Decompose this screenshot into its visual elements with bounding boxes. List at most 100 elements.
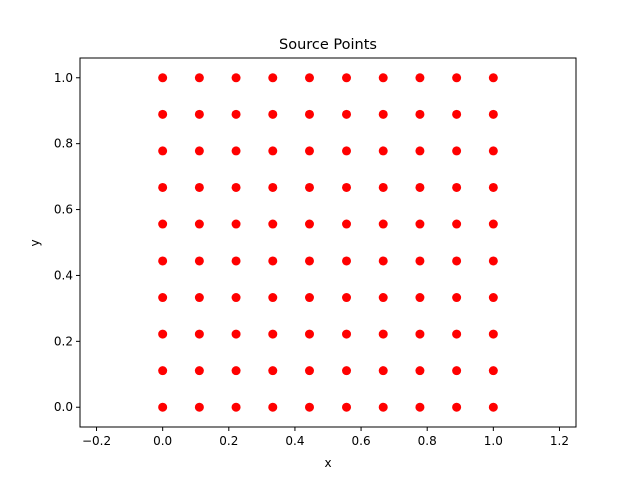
scatter-point [342, 329, 352, 339]
x-tick-label: 1.2 [550, 434, 569, 448]
scatter-point [342, 293, 352, 303]
scatter-point [378, 256, 388, 266]
scatter-point [268, 256, 278, 266]
x-tick-label: 0.0 [153, 434, 172, 448]
scatter-point [304, 293, 314, 303]
scatter-point [415, 402, 425, 412]
scatter-point [268, 329, 278, 339]
scatter-point [231, 402, 241, 412]
scatter-point [415, 73, 425, 83]
scatter-point [342, 146, 352, 156]
scatter-point [231, 219, 241, 229]
scatter-point [231, 182, 241, 192]
scatter-point [488, 293, 498, 303]
scatter-point [342, 402, 352, 412]
x-tick-label: 1.0 [484, 434, 503, 448]
scatter-point [415, 109, 425, 119]
scatter-point [158, 109, 168, 119]
x-tick-label: −0.2 [82, 434, 111, 448]
scatter-point [194, 366, 204, 376]
scatter-point [415, 329, 425, 339]
scatter-point [378, 146, 388, 156]
chart-title: Source Points [279, 37, 377, 53]
y-tick-label: 0.8 [54, 137, 73, 151]
scatter-points [158, 73, 498, 412]
scatter-point [452, 146, 462, 156]
y-axis: 0.0 0.2 0.4 0.6 0.8 1.0 [54, 71, 80, 414]
scatter-point [158, 219, 168, 229]
scatter-point [342, 73, 352, 83]
scatter-point [231, 73, 241, 83]
scatter-point [415, 293, 425, 303]
scatter-point [158, 402, 168, 412]
scatter-point [194, 109, 204, 119]
scatter-point [268, 73, 278, 83]
scatter-point [415, 366, 425, 376]
y-tick-label: 0.2 [54, 334, 73, 348]
scatter-point [488, 182, 498, 192]
scatter-point [342, 109, 352, 119]
scatter-point [158, 182, 168, 192]
x-tick-label: 0.4 [285, 434, 304, 448]
scatter-point [452, 219, 462, 229]
scatter-point [304, 219, 314, 229]
scatter-point [231, 293, 241, 303]
scatter-point [378, 109, 388, 119]
scatter-point [452, 366, 462, 376]
scatter-point [304, 256, 314, 266]
scatter-point [158, 73, 168, 83]
scatter-point [342, 219, 352, 229]
scatter-point [488, 256, 498, 266]
y-tick-label: 0.6 [54, 203, 73, 217]
scatter-point [488, 146, 498, 156]
scatter-point [342, 182, 352, 192]
scatter-point [231, 366, 241, 376]
scatter-point [194, 219, 204, 229]
scatter-point [304, 109, 314, 119]
scatter-point [158, 366, 168, 376]
y-axis-label: y [28, 239, 42, 246]
scatter-point [231, 109, 241, 119]
scatter-point [158, 329, 168, 339]
scatter-point [194, 182, 204, 192]
scatter-point [378, 366, 388, 376]
scatter-point [488, 366, 498, 376]
scatter-point [268, 366, 278, 376]
scatter-point [158, 256, 168, 266]
scatter-point [452, 293, 462, 303]
scatter-point [194, 293, 204, 303]
scatter-point [268, 182, 278, 192]
scatter-point [342, 256, 352, 266]
scatter-point [304, 182, 314, 192]
scatter-point [304, 366, 314, 376]
scatter-point [452, 109, 462, 119]
scatter-point [194, 73, 204, 83]
scatter-point [488, 402, 498, 412]
scatter-point [194, 402, 204, 412]
scatter-point [342, 366, 352, 376]
scatter-point [378, 219, 388, 229]
scatter-point [231, 146, 241, 156]
scatter-point [488, 73, 498, 83]
scatter-point [304, 73, 314, 83]
scatter-point [415, 146, 425, 156]
x-tick-label: 0.8 [418, 434, 437, 448]
scatter-point [452, 256, 462, 266]
scatter-point [378, 293, 388, 303]
scatter-point [194, 329, 204, 339]
scatter-point [378, 329, 388, 339]
scatter-point [304, 146, 314, 156]
scatter-point [488, 109, 498, 119]
scatter-point [488, 219, 498, 229]
scatter-point [304, 329, 314, 339]
scatter-point [378, 182, 388, 192]
scatter-point [415, 182, 425, 192]
scatter-point [268, 219, 278, 229]
x-axis-label: x [324, 456, 331, 470]
scatter-point [488, 329, 498, 339]
scatter-point [268, 293, 278, 303]
scatter-point [304, 402, 314, 412]
scatter-point [194, 256, 204, 266]
scatter-point [452, 402, 462, 412]
scatter-point [452, 182, 462, 192]
